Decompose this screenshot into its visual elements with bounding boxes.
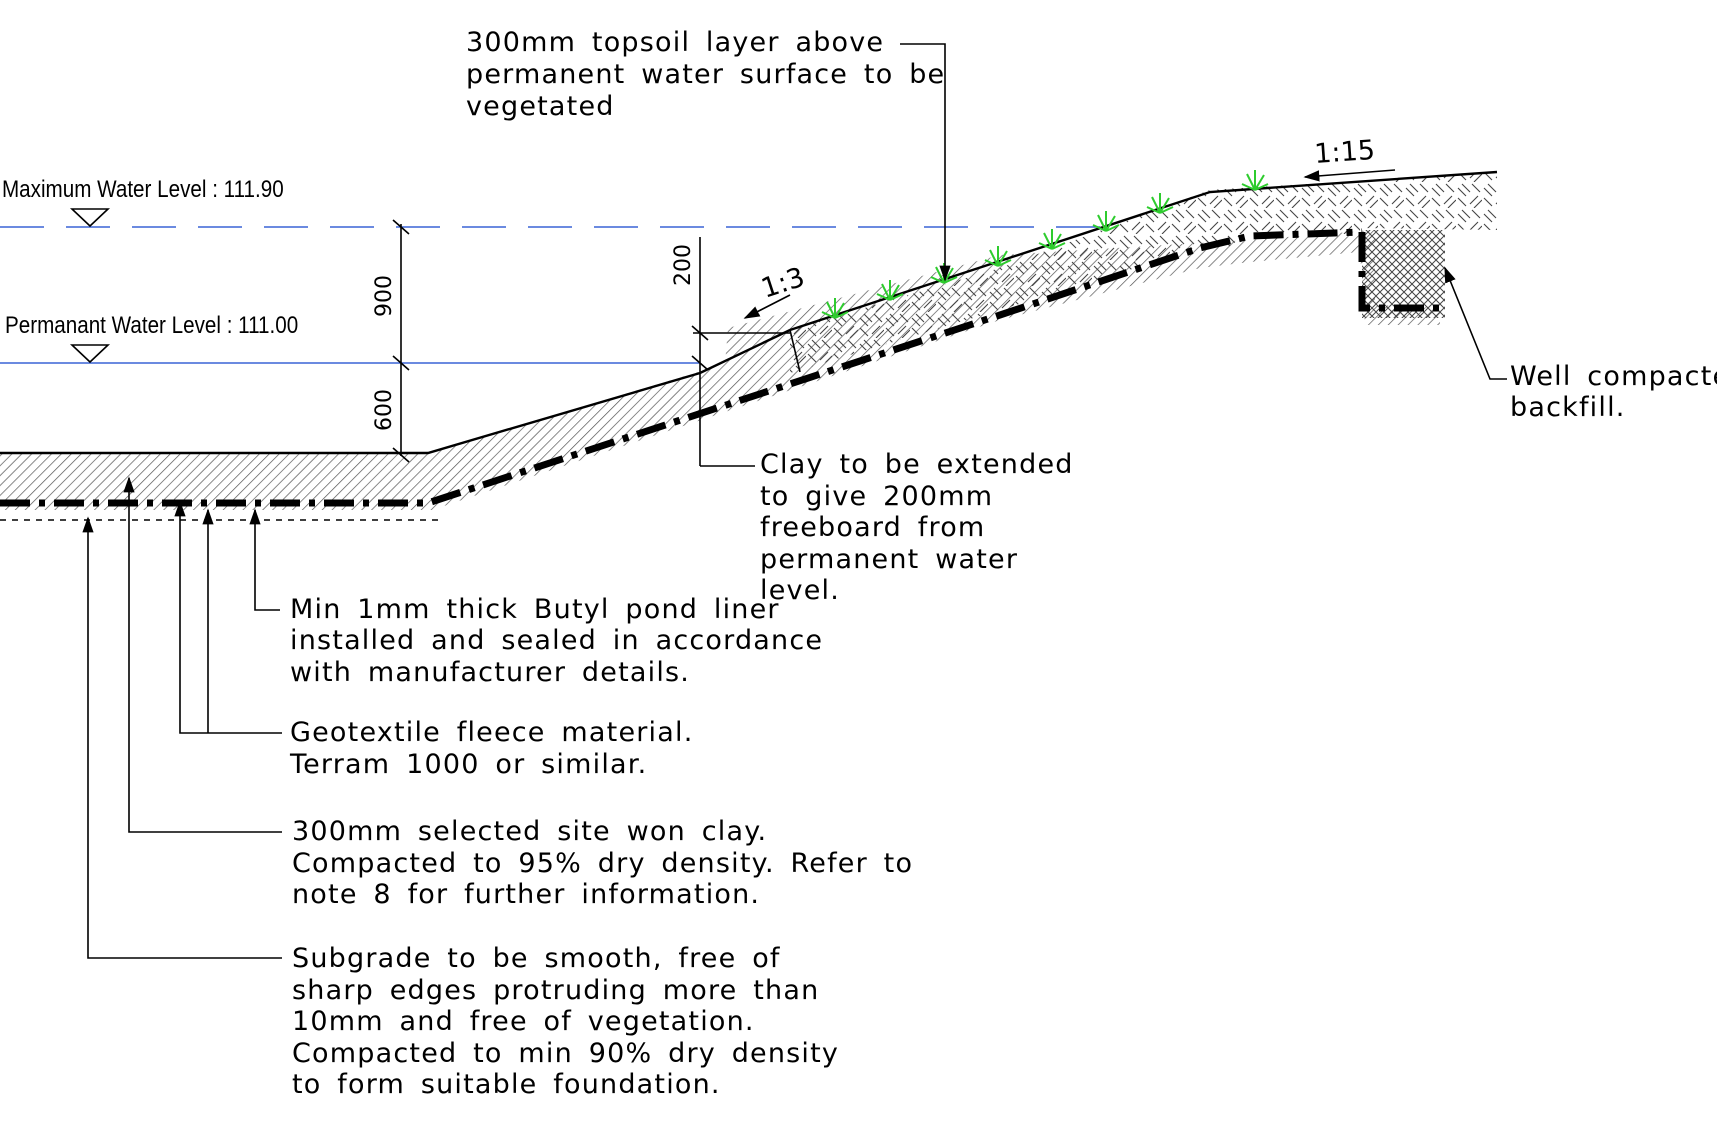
max-level-triangle-icon — [69, 208, 111, 228]
note-backfill: Well compacted backfill. — [1510, 361, 1717, 423]
perm-level-triangle-icon — [69, 344, 111, 364]
slope-arrow-1-15 — [1303, 169, 1396, 182]
leader-clay — [123, 476, 282, 833]
note-butyl-liner: Min 1mm thick Butyl pond liner installed… — [290, 594, 839, 688]
max-water-level-label: Maximum Water Level : 111.90 — [2, 176, 284, 203]
leader-subgrade — [82, 516, 282, 959]
dimension-freeboard — [691, 237, 790, 467]
permanent-water-level-label: Permanant Water Level : 111.00 — [5, 312, 298, 339]
liner-anchor-trench — [1358, 232, 1440, 312]
backfill-block — [1362, 230, 1445, 318]
slope-1-3: 1:3 — [758, 262, 809, 305]
slope-arrow-1-3 — [743, 294, 791, 319]
leader-backfill — [1444, 266, 1507, 380]
leader-butyl — [249, 508, 280, 611]
leader-topsoil — [900, 43, 951, 282]
topsoil-boundary — [789, 329, 801, 373]
note-geotextile: Geotextile fleece material. Terram 1000 … — [289, 717, 709, 780]
note-subgrade: Subgrade to be smooth, free of sharp edg… — [292, 943, 855, 1100]
dim-200: 200 — [671, 244, 696, 286]
pond-liner — [0, 228, 1363, 507]
dimension-vertical — [392, 219, 410, 463]
note-selected-clay: 300mm selected site won clay. Compacted … — [292, 816, 929, 910]
dim-900: 900 — [372, 275, 397, 317]
leader-geotextile-1 — [174, 500, 282, 734]
slope-1-15: 1:15 — [1313, 135, 1376, 170]
clay-layer — [0, 230, 1440, 510]
note-topsoil: 300mm topsoil layer above permanent wate… — [466, 27, 961, 122]
dim-600: 600 — [372, 389, 397, 431]
topsoil-layer — [790, 172, 1497, 373]
note-clay-extended: Clay to be extended to give 200mm freebo… — [760, 449, 1089, 606]
